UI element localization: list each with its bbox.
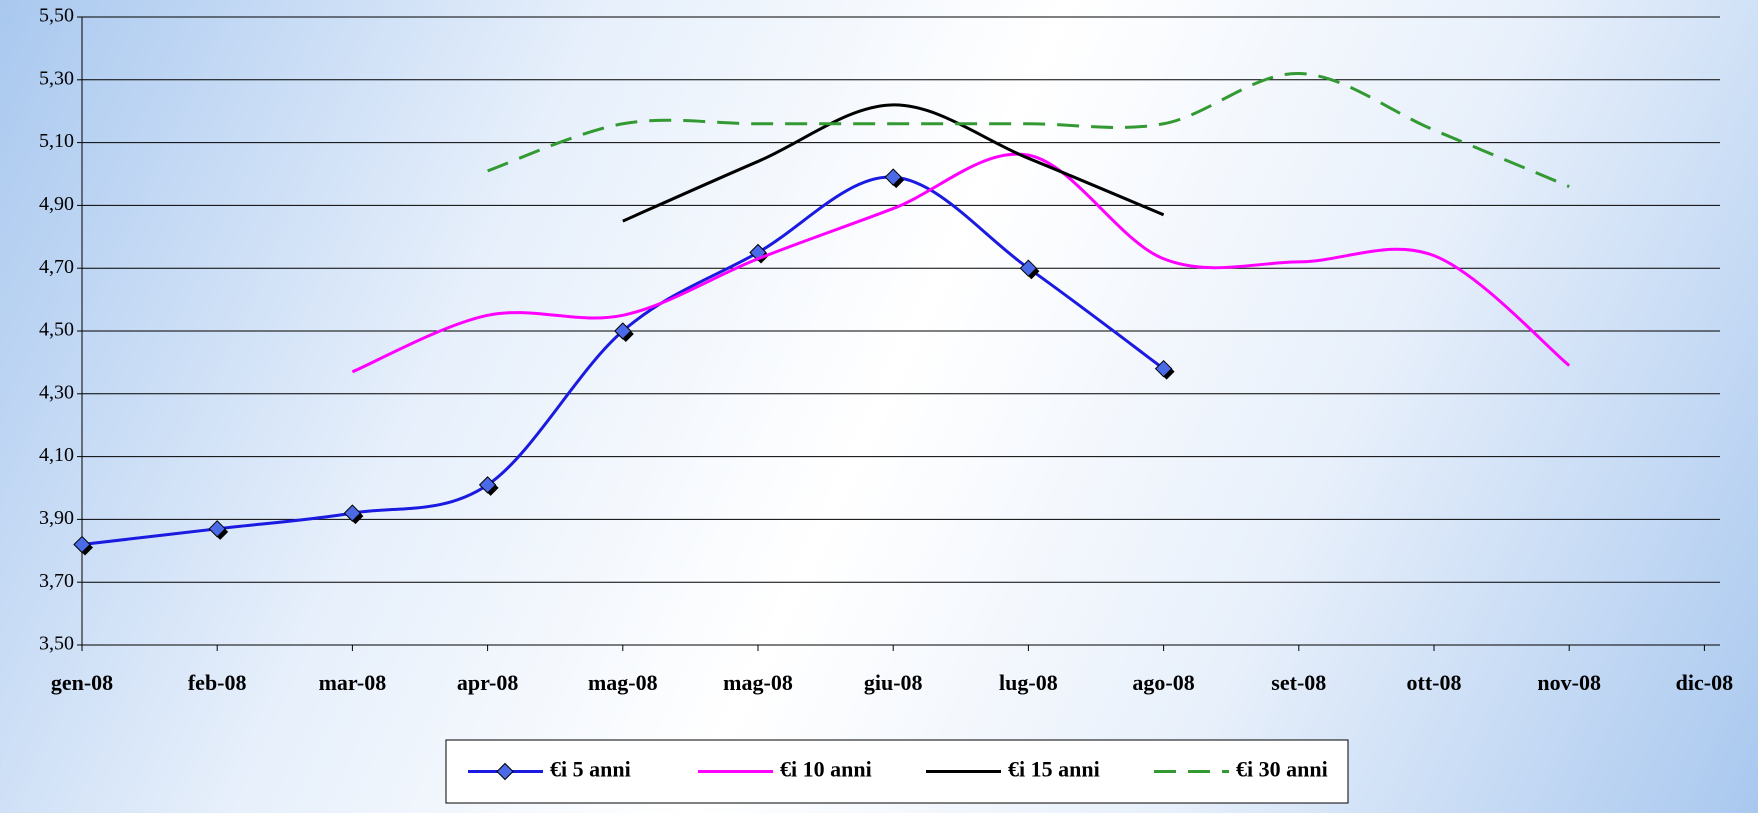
y-tick-label: 5,10 <box>39 130 74 152</box>
marker <box>884 168 902 186</box>
marker <box>343 504 362 522</box>
marker <box>1154 359 1173 378</box>
x-tick-label: nov-08 <box>1537 670 1601 695</box>
x-tick-label: mar-08 <box>319 670 387 695</box>
y-tick-label: 5,30 <box>39 67 74 89</box>
y-tick-label: 4,10 <box>39 444 74 466</box>
legend-marker <box>496 762 514 781</box>
y-tick-label: 3,50 <box>39 633 74 655</box>
x-tick-label: lug-08 <box>999 670 1058 695</box>
series-line <box>622 103 1165 223</box>
y-tick-label: 4,30 <box>39 381 74 403</box>
y-tick-label: 4,50 <box>39 319 74 341</box>
x-tick-label: ago-08 <box>1132 670 1194 695</box>
marker <box>73 535 91 554</box>
x-tick-label: gen-08 <box>51 670 113 695</box>
legend-label: €i 15 anni <box>1008 757 1100 782</box>
legend-label: €i 10 anni <box>780 757 872 782</box>
marker <box>478 476 497 494</box>
y-tick-label: 3,70 <box>39 570 74 592</box>
y-tick-label: 4,90 <box>39 193 74 215</box>
x-tick-label: ott-08 <box>1407 670 1462 695</box>
marker <box>614 322 632 340</box>
x-tick-label: feb-08 <box>188 670 247 695</box>
series-line <box>351 152 1571 374</box>
x-tick-label: mag-08 <box>588 670 658 695</box>
y-tick-label: 3,90 <box>39 507 74 529</box>
marker <box>208 520 226 538</box>
x-tick-label: dic-08 <box>1676 670 1733 695</box>
x-tick-label: set-08 <box>1271 670 1326 695</box>
legend-label: €i 30 anni <box>1236 757 1328 782</box>
series-line <box>487 72 1570 188</box>
legend-label: €i 5 anni <box>550 757 631 782</box>
series-line <box>81 175 1165 547</box>
marker <box>1019 259 1038 277</box>
x-tick-label: giu-08 <box>864 670 923 695</box>
y-tick-label: 4,70 <box>39 256 74 278</box>
y-tick-label: 5,50 <box>39 5 74 27</box>
x-tick-label: mag-08 <box>723 670 793 695</box>
x-tick-label: apr-08 <box>457 670 519 695</box>
